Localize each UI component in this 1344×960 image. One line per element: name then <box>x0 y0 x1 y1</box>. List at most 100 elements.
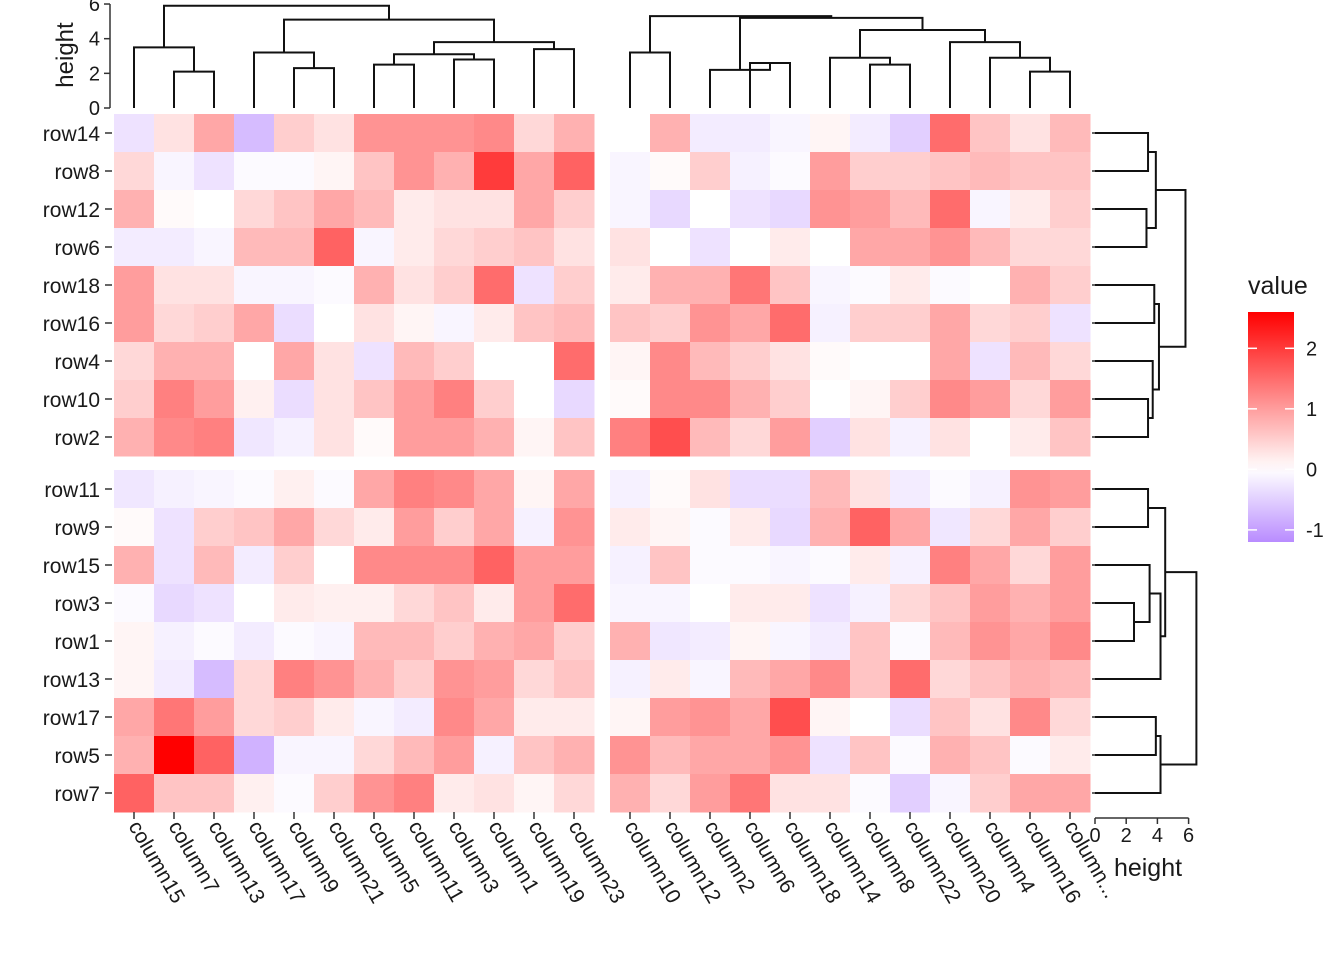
heatmap-cell <box>970 304 1011 343</box>
dendrogram-link <box>1095 564 1151 623</box>
top-dendrogram: 0 2 4 6 height <box>52 0 1071 120</box>
heatmap-cell <box>434 584 475 623</box>
heatmap-cell <box>610 546 651 585</box>
heatmap-cell <box>890 622 931 661</box>
heatmap-cell <box>970 736 1011 775</box>
dendrogram-link <box>1095 716 1157 756</box>
heatmap-cell <box>194 660 235 699</box>
heatmap-cell <box>114 418 155 457</box>
heatmap-cell <box>194 266 235 305</box>
heatmap-cell <box>1050 546 1091 585</box>
heatmap-cell <box>690 660 731 699</box>
heatmap-cell <box>514 114 555 153</box>
heatmap-cell <box>394 342 435 381</box>
heatmap-cell <box>274 584 315 623</box>
heatmap-cell <box>274 228 315 267</box>
heatmap-cell <box>194 190 235 229</box>
heatmap-cell <box>394 622 435 661</box>
heatmap-cell <box>554 508 595 547</box>
heatmap-cell <box>514 546 555 585</box>
heatmap-cell <box>690 418 731 457</box>
dendrogram-link <box>373 63 415 108</box>
heatmap-cell <box>930 190 971 229</box>
heatmap-cell <box>434 736 475 775</box>
heatmap-cell <box>314 190 355 229</box>
heatmap-cell <box>650 152 691 191</box>
heatmap-cell <box>434 698 475 737</box>
row-label: row18 <box>43 275 100 298</box>
heatmap-cell <box>554 622 595 661</box>
heatmap-cell <box>114 266 155 305</box>
heatmap-cell <box>850 774 891 813</box>
heatmap-cell <box>314 508 355 547</box>
heatmap-cell <box>394 190 435 229</box>
heatmap-cell <box>474 380 515 419</box>
heatmap-cell <box>690 622 731 661</box>
heatmap-cell <box>610 190 651 229</box>
heatmap-cell <box>850 622 891 661</box>
heatmap-cell <box>890 584 931 623</box>
heatmap-cell <box>810 698 851 737</box>
heatmap-cell <box>730 470 771 509</box>
heatmap-cell <box>930 508 971 547</box>
heatmap-cell <box>554 228 595 267</box>
right-height-tick-label: 6 <box>1183 825 1194 847</box>
heatmap-cell <box>274 622 315 661</box>
heatmap-cell <box>234 584 275 623</box>
top-height-tick-label: 0 <box>89 98 100 120</box>
dendrogram-link <box>253 51 315 108</box>
heatmap-cell <box>394 736 435 775</box>
heatmap-cell <box>194 152 235 191</box>
heatmap-cell <box>850 266 891 305</box>
heatmap-cell <box>610 584 651 623</box>
heatmap-cell <box>354 152 395 191</box>
heatmap-cell <box>1010 418 1051 457</box>
heatmap-cell <box>434 304 475 343</box>
heatmap-cell <box>650 736 691 775</box>
heatmap-cell <box>274 114 315 153</box>
heatmap-cell <box>690 508 731 547</box>
heatmap-cell <box>434 228 475 267</box>
heatmap-cell <box>810 266 851 305</box>
heatmap-cell <box>474 190 515 229</box>
heatmap-cell <box>650 304 691 343</box>
row-label: row9 <box>54 517 100 540</box>
heatmap-cell <box>930 266 971 305</box>
heatmap-cell <box>154 152 195 191</box>
heatmap-cell <box>770 546 811 585</box>
heatmap-cell <box>890 114 931 153</box>
row-label: row8 <box>54 161 100 184</box>
heatmap-cell <box>970 698 1011 737</box>
heatmap-cell <box>274 774 315 813</box>
heatmap-cell <box>850 152 891 191</box>
heatmap-cell <box>434 152 475 191</box>
heatmap-cell <box>650 774 691 813</box>
heatmap-cell <box>770 584 811 623</box>
heatmap-cell <box>970 114 1011 153</box>
heatmap-cell <box>810 622 851 661</box>
heatmap-cell <box>1050 380 1091 419</box>
heatmap-cell <box>394 660 435 699</box>
dendrogram-link <box>1148 507 1167 638</box>
heatmap-cell <box>890 304 931 343</box>
heatmap-cell <box>114 774 155 813</box>
heatmap-cell <box>514 470 555 509</box>
heatmap-cell <box>930 380 971 419</box>
heatmap-cell <box>970 508 1011 547</box>
heatmap-cell <box>930 660 971 699</box>
dendrogram-link <box>1095 602 1135 642</box>
dendrogram-link <box>989 56 1051 108</box>
heatmap-cell <box>610 152 651 191</box>
heatmap-cell <box>650 114 691 153</box>
heatmap-cell <box>434 622 475 661</box>
row-label: row5 <box>54 745 100 768</box>
heatmap-cell <box>554 114 595 153</box>
heatmap-cell <box>274 190 315 229</box>
heatmap-cell <box>1010 470 1051 509</box>
heatmap-cell <box>610 622 651 661</box>
heatmap-cell <box>970 660 1011 699</box>
heatmap-cell <box>314 584 355 623</box>
heatmap-cell <box>314 152 355 191</box>
heatmap-cell <box>690 342 731 381</box>
